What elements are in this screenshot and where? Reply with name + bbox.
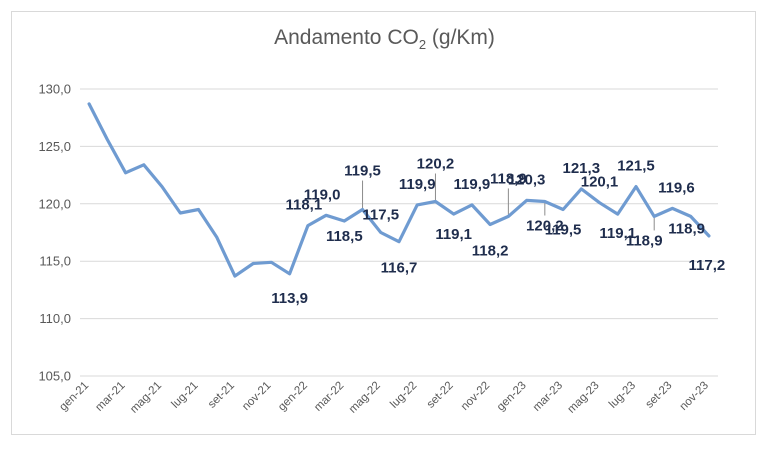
chart-title-unit: (g/Km) bbox=[426, 26, 495, 49]
data-label: 118,9 bbox=[626, 232, 663, 249]
data-label: 118,9 bbox=[668, 220, 705, 237]
data-label: 119,5 bbox=[545, 222, 582, 239]
data-label: 120,3 bbox=[508, 171, 546, 188]
data-label: 120,2 bbox=[417, 156, 455, 173]
x-tick-label: mag-22 bbox=[347, 380, 383, 416]
data-label: 117,2 bbox=[689, 257, 726, 274]
x-tick-label: mag-23 bbox=[566, 380, 602, 416]
series-layer bbox=[87, 102, 711, 278]
data-label: 116,7 bbox=[381, 260, 418, 277]
y-tick-label: 105,0 bbox=[38, 369, 71, 384]
x-tick-label: lug-23 bbox=[607, 380, 638, 411]
data-label: 119,0 bbox=[304, 186, 341, 203]
y-tick-label: 125,0 bbox=[38, 139, 71, 154]
data-label: 119,9 bbox=[399, 176, 436, 193]
x-tick-label: nov-21 bbox=[240, 380, 273, 413]
data-label: 119,6 bbox=[658, 179, 695, 196]
x-tick-label: gen-21 bbox=[57, 380, 91, 414]
x-tick-label: mar-23 bbox=[531, 380, 565, 414]
data-label: 118,2 bbox=[472, 242, 509, 259]
gridlines bbox=[80, 88, 718, 377]
data-label: 119,1 bbox=[435, 226, 472, 243]
x-tick-label: gen-23 bbox=[495, 380, 529, 414]
x-tick-label: set-21 bbox=[206, 380, 237, 411]
series-line bbox=[87, 102, 711, 278]
data-label: 118,1 bbox=[285, 197, 322, 214]
y-tick-label: 110,0 bbox=[39, 311, 71, 326]
data-label: 118,5 bbox=[326, 228, 363, 245]
data-label: 118,9 bbox=[490, 170, 527, 187]
data-label: 113,9 bbox=[271, 290, 308, 307]
label-leader-lines bbox=[362, 173, 655, 231]
x-tick-label: lug-21 bbox=[170, 380, 201, 411]
data-label: 119,5 bbox=[344, 163, 381, 180]
x-tick-label: lug-22 bbox=[388, 380, 419, 411]
y-axis-ticks: 105,0 110,0 115,0 120,0 125,0 130,0 bbox=[38, 82, 71, 384]
data-label: 120,1 bbox=[581, 174, 619, 191]
x-tick-label: nov-22 bbox=[459, 380, 492, 413]
chart-title-main: Andamento CO bbox=[274, 26, 419, 49]
data-label: 119,9 bbox=[454, 176, 491, 193]
y-tick-label: 130,0 bbox=[38, 82, 71, 97]
x-tick-label: gen-22 bbox=[276, 380, 310, 414]
x-tick-label: nov-23 bbox=[678, 380, 711, 413]
x-tick-label: mar-22 bbox=[312, 380, 346, 414]
data-label: 119,1 bbox=[599, 225, 636, 242]
data-label: 120,2 bbox=[526, 218, 564, 235]
y-tick-label: 115,0 bbox=[39, 254, 71, 269]
x-tick-label: set-22 bbox=[425, 380, 456, 411]
chart-title-subscript: 2 bbox=[418, 37, 427, 53]
chart-title: Andamento CO2 (g/Km) bbox=[12, 26, 757, 52]
y-tick-label: 120,0 bbox=[38, 196, 71, 211]
x-tick-label: set-23 bbox=[643, 380, 674, 411]
data-label: 121,3 bbox=[563, 160, 601, 177]
data-label: 121,5 bbox=[617, 158, 655, 175]
x-axis-ticks: gen-21 mar-21 mag-21 lug-21 set-21 nov-21 gen-… bbox=[57, 380, 711, 416]
x-tick-label: mar-21 bbox=[93, 380, 127, 414]
x-tick-label: mag-21 bbox=[128, 380, 164, 416]
chart-frame: Andamento CO2 (g/Km) 105,0 110,0 115,0 120,… bbox=[11, 11, 756, 435]
data-label: 117,5 bbox=[362, 207, 399, 224]
